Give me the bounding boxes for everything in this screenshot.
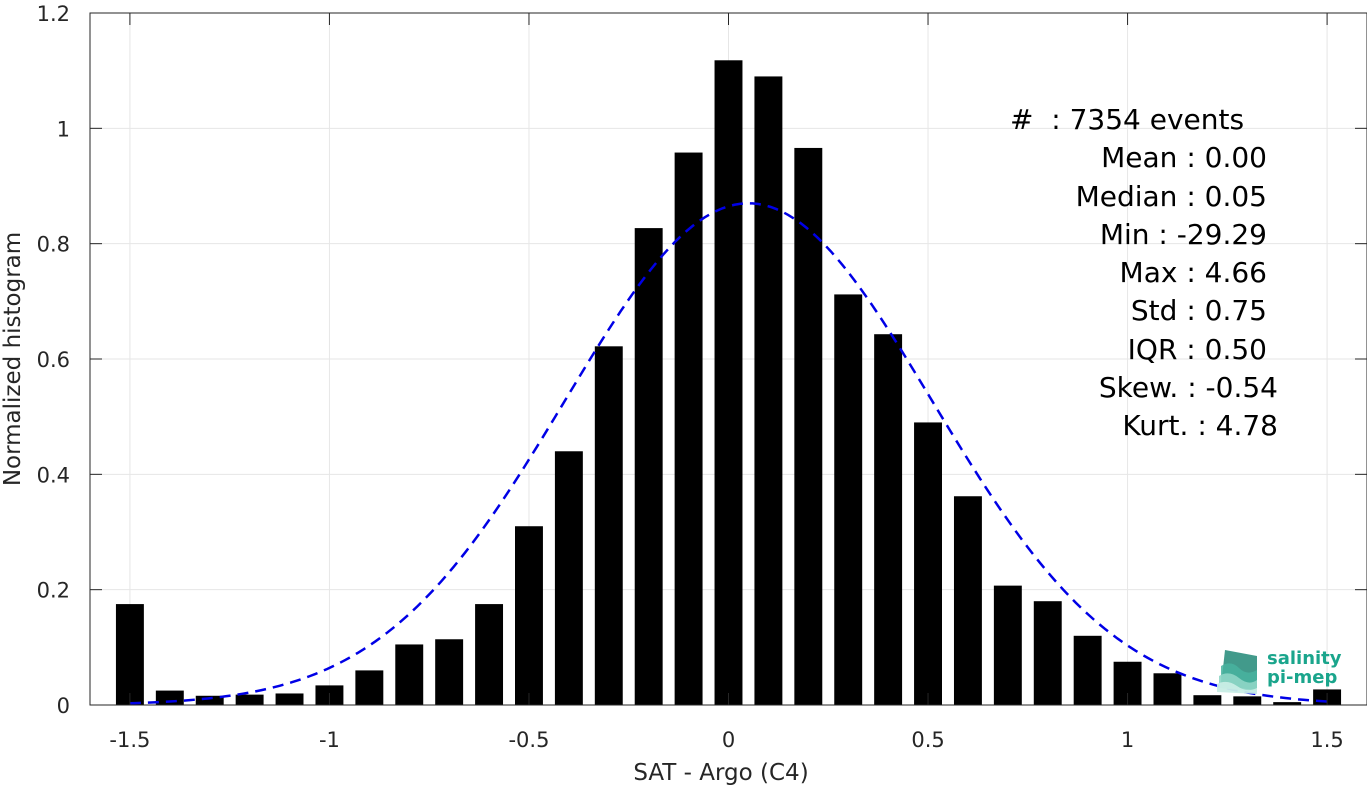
x-tick-label: -0.5 xyxy=(508,728,549,752)
histogram-bar xyxy=(874,334,903,705)
histogram-bar xyxy=(1273,702,1302,705)
histogram-bar xyxy=(1073,635,1102,705)
stat-count: # : 7354 events xyxy=(1010,103,1245,136)
logo-line-1: salinity xyxy=(1267,648,1342,669)
x-tick-label: 0.5 xyxy=(911,728,944,752)
histogram-bar xyxy=(475,604,504,705)
histogram-bars xyxy=(115,60,1342,705)
histogram-bar xyxy=(515,526,543,705)
histogram-bar xyxy=(1193,695,1222,705)
x-tick-labels: -1.5 -1 -0.5 0 0.5 1 1.5 xyxy=(109,728,1343,752)
histogram-bar xyxy=(395,644,424,705)
x-axis-label: SAT - Argo (C4) xyxy=(633,760,808,786)
stat-iqr: IQR : 0.50 xyxy=(1127,332,1267,366)
histogram-bar xyxy=(235,694,264,705)
axis-ticks xyxy=(90,12,1367,706)
x-tick-label: 1.5 xyxy=(1310,728,1343,752)
x-tick-label: 1 xyxy=(1121,728,1134,752)
histogram-bar xyxy=(1033,601,1062,705)
stat-std: Std : 0.75 xyxy=(1130,294,1267,328)
statistics-panel: # : 7354 events Mean : 0.00 Median : 0.0… xyxy=(1010,101,1278,446)
y-tick-label: 0.8 xyxy=(37,233,70,257)
histogram-bar xyxy=(754,76,783,705)
y-tick-label: 1.2 xyxy=(37,2,70,26)
stat-kurt: Kurt. : 4.78 xyxy=(1122,409,1278,443)
x-tick-label: -1 xyxy=(319,728,340,752)
stat-mean: Mean : 0.00 xyxy=(1101,141,1267,175)
logo-line-2: pi-mep xyxy=(1267,667,1338,688)
histogram-bar xyxy=(993,585,1022,705)
histogram-bar xyxy=(554,451,583,705)
stat-median: Median : 0.05 xyxy=(1075,179,1267,213)
histogram-bar xyxy=(435,639,464,705)
y-tick-label: 0.6 xyxy=(37,348,70,372)
gaussian-fit-curve xyxy=(129,202,1328,705)
histogram-bar xyxy=(794,147,823,705)
histogram-bar xyxy=(155,690,184,705)
y-tick-labels: 0 0.2 0.4 0.6 0.8 1 1.2 xyxy=(37,2,70,718)
stat-skew: Skew. : -0.54 xyxy=(1098,371,1278,405)
histogram-bar xyxy=(355,670,384,705)
histogram-bar xyxy=(914,422,942,705)
y-tick-label: 0 xyxy=(57,694,70,718)
histogram-bar xyxy=(1153,673,1182,705)
y-axis-label: Normalized histogram xyxy=(0,232,26,486)
x-tick-label: -1.5 xyxy=(109,728,150,752)
y-tick-label: 0.2 xyxy=(37,579,70,603)
histogram-bar xyxy=(195,695,224,705)
histogram-bar xyxy=(834,294,863,705)
histogram-bar xyxy=(594,346,623,705)
salinity-pimep-logo: salinity pi-mep xyxy=(1217,646,1345,694)
histogram-bar xyxy=(275,693,304,705)
logo-wave-icon xyxy=(1217,650,1257,694)
logo-text: salinity pi-mep xyxy=(1267,649,1342,687)
histogram-bar xyxy=(714,60,743,705)
histogram-bar xyxy=(953,496,982,705)
x-tick-label: 0 xyxy=(722,728,735,752)
histogram-bar xyxy=(674,152,703,705)
stat-min: Min : -29.29 xyxy=(1099,217,1267,251)
histogram-bar xyxy=(634,228,663,705)
y-tick-label: 0.4 xyxy=(37,463,70,487)
histogram-bar xyxy=(115,604,144,705)
histogram-bar xyxy=(1233,696,1262,705)
y-tick-label: 1 xyxy=(57,117,70,141)
stat-max: Max : 4.66 xyxy=(1119,256,1267,290)
